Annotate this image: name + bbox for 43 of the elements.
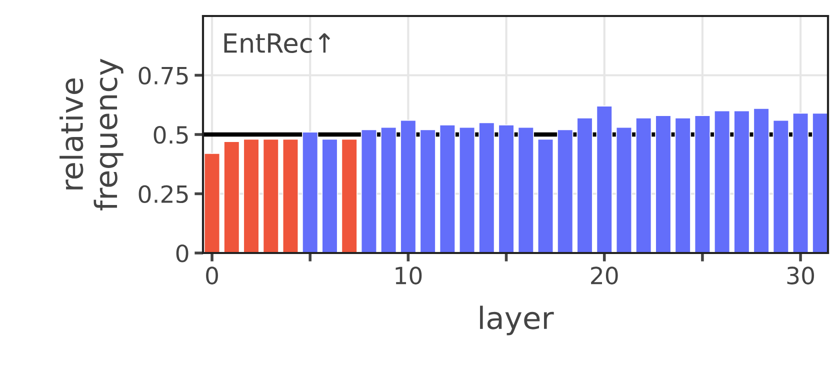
y-axis-title: relative frequency [60,58,124,210]
bar [518,126,534,253]
x-tick-label: 30 [787,266,814,284]
bar [243,138,260,253]
bar [753,108,770,253]
bar [360,129,378,253]
y-tick-label: 0.25 [138,185,188,204]
x-tick-label: 10 [396,266,422,284]
bar [557,129,574,253]
x-tick-label: 20 [591,266,618,284]
bar [262,138,279,253]
bar [478,122,495,253]
bar [420,129,436,253]
bar [674,117,691,253]
x-axis-title: layer [480,306,554,336]
y-tick-label: 0.75 [138,66,188,85]
bar [734,110,750,253]
y-tick-label: 0.5 [154,126,188,144]
bar [224,141,240,253]
bar [616,126,632,253]
bar [282,138,299,253]
annotation: EntRec↑ [224,33,330,54]
bar [204,153,220,253]
bar [714,110,730,253]
bar [498,124,514,253]
bar [576,117,593,253]
bar [596,106,612,253]
bar [322,138,338,253]
bar [341,138,358,253]
bar [636,117,652,253]
bar [772,120,789,253]
x-tick-label: 0 [206,266,218,284]
bar [400,120,416,253]
bar [792,112,809,253]
bar [812,112,828,253]
y-tick-label: 0 [176,244,188,262]
bar [655,115,672,253]
bar [439,124,456,253]
bar [537,138,554,253]
bar [458,126,476,253]
bar [380,126,397,253]
bar [694,115,711,253]
bar [302,132,318,253]
